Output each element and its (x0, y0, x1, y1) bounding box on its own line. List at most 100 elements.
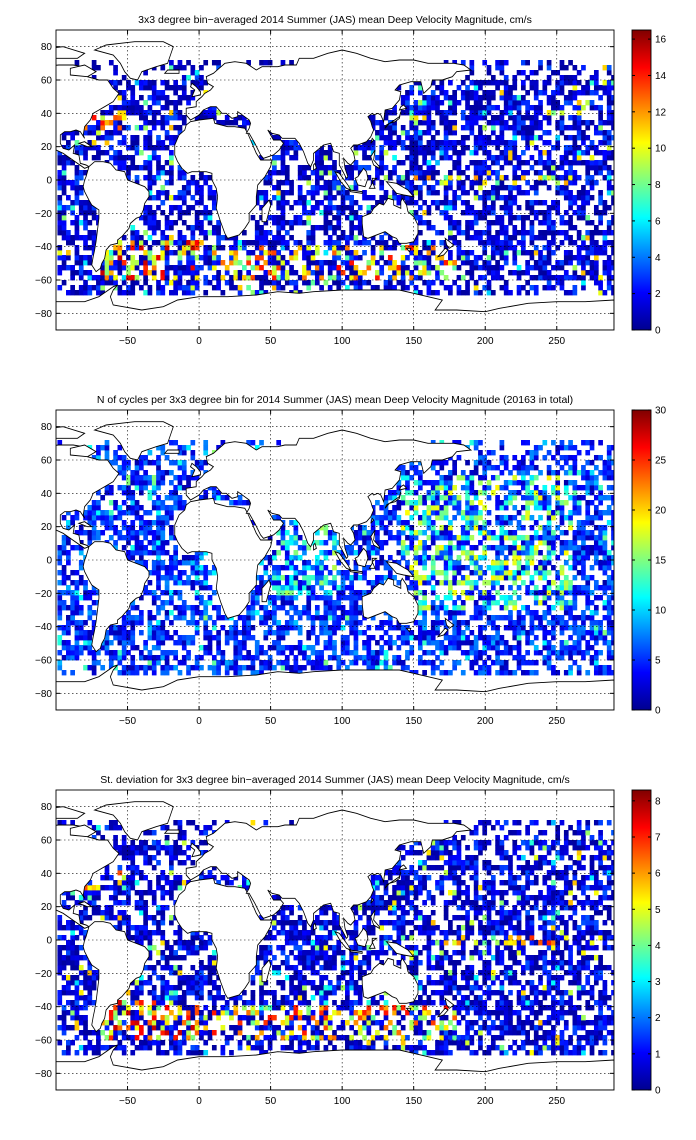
heatmap-cell (207, 595, 213, 601)
heatmap-cell (469, 555, 475, 561)
heatmap-cell (250, 660, 256, 666)
heatmap-cell (593, 170, 599, 176)
heatmap-cell (563, 155, 569, 161)
heatmap-cell (143, 120, 148, 126)
heatmap-cell (190, 570, 196, 576)
heatmap-cell (233, 255, 239, 261)
heatmap-cell (203, 260, 209, 266)
heatmap-cell (512, 125, 518, 131)
heatmap-cell (400, 630, 406, 636)
heatmap-cell (199, 85, 204, 91)
heatmap-cell (448, 560, 453, 566)
heatmap-cell (126, 85, 131, 91)
heatmap-cell (456, 250, 462, 256)
heatmap-cell (422, 565, 427, 571)
heatmap-cell (104, 260, 110, 266)
heatmap-cell (242, 615, 247, 621)
heatmap-cell (61, 260, 67, 266)
heatmap-cell (448, 95, 453, 101)
heatmap-cell (521, 285, 526, 291)
heatmap-cell (96, 125, 101, 131)
heatmap-cell (473, 105, 479, 111)
heatmap-cell (490, 580, 496, 586)
heatmap-cell (117, 115, 123, 121)
heatmap-cell (503, 530, 509, 536)
heatmap-cell (593, 265, 599, 271)
heatmap-cell (160, 210, 166, 216)
heatmap-cell (113, 115, 118, 121)
heatmap-cell (542, 635, 548, 641)
heatmap-cell (426, 580, 432, 586)
heatmap-cell (512, 105, 518, 111)
heatmap-cell (353, 530, 359, 536)
heatmap-cell (593, 180, 599, 186)
heatmap-cell (581, 105, 586, 111)
heatmap-cell (521, 150, 526, 156)
heatmap-cell (164, 235, 170, 241)
heatmap-cell (160, 115, 166, 121)
heatmap-cell (602, 130, 608, 136)
heatmap-cell (490, 120, 496, 126)
heatmap-cell (503, 615, 509, 621)
heatmap-cell (392, 195, 397, 201)
heatmap-cell (314, 250, 320, 256)
heatmap-cell (439, 150, 445, 156)
heatmap-cell (332, 250, 337, 256)
heatmap-cell (490, 220, 496, 226)
heatmap-cell (383, 540, 389, 546)
heatmap-cell (199, 210, 204, 216)
heatmap-cell (280, 160, 286, 166)
heatmap-cell (284, 585, 290, 591)
heatmap-cells (57, 60, 614, 296)
heatmap-cell (375, 120, 380, 126)
heatmap-cell (409, 145, 415, 151)
heatmap-cell (456, 640, 462, 646)
heatmap-cell (327, 630, 333, 636)
heatmap-cell (452, 645, 458, 651)
heatmap-cell (435, 180, 440, 186)
heatmap-cell (263, 200, 269, 206)
heatmap-cell (169, 140, 174, 146)
heatmap-cell (370, 515, 376, 521)
heatmap-cell (452, 110, 458, 116)
heatmap-cell (585, 100, 591, 106)
heatmap-cell (392, 270, 397, 276)
heatmap-cell (546, 270, 552, 276)
heatmap-cell (606, 115, 612, 121)
heatmap-cell (211, 255, 217, 261)
heatmap-cell (572, 135, 578, 141)
heatmap-cell (529, 550, 535, 556)
heatmap-cell (293, 540, 299, 546)
heatmap-cell (589, 80, 595, 86)
heatmap-cell (302, 645, 307, 651)
heatmap-cell (61, 190, 67, 196)
heatmap-cell (495, 185, 500, 191)
heatmap-cell (332, 640, 337, 646)
heatmap-cell (134, 535, 140, 541)
heatmap-cell (263, 565, 269, 571)
heatmap-cell (529, 575, 535, 581)
heatmap-cell (293, 580, 299, 586)
heatmap-cell (589, 620, 595, 626)
heatmap-cell (74, 150, 80, 156)
heatmap-cell (478, 665, 483, 671)
heatmap-cell (396, 520, 402, 526)
heatmap-cell (572, 650, 578, 656)
heatmap-cell (314, 580, 320, 586)
heatmap-cell (495, 120, 500, 126)
heatmap-cell (272, 280, 277, 286)
heatmap-cell (538, 575, 543, 581)
heatmap-cell (409, 115, 415, 121)
heatmap-cell (499, 660, 505, 666)
heatmap-cell (465, 100, 470, 106)
heatmap-cell (169, 535, 174, 541)
heatmap-cell (375, 175, 380, 181)
heatmap-cell (482, 160, 488, 166)
heatmap-cell (211, 260, 217, 266)
heatmap-cell (108, 275, 114, 281)
heatmap-cell (267, 630, 273, 636)
heatmap-cell (246, 635, 251, 641)
heatmap-cell (70, 610, 75, 616)
heatmap-cell (194, 275, 200, 281)
heatmap-cell (319, 630, 324, 636)
